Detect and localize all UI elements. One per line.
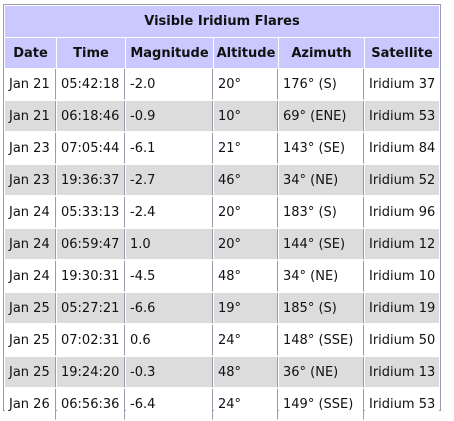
cell-date: Jan 23 — [5, 165, 56, 196]
cell-time: 19:30:31 — [57, 261, 125, 292]
cell-azimuth: 34° (NE) — [279, 165, 364, 196]
cell-date: Jan 24 — [5, 229, 56, 260]
cell-time: 05:33:13 — [57, 197, 125, 228]
column-header-date[interactable]: Date — [5, 38, 56, 68]
column-header-azimuth[interactable]: Azimuth — [279, 38, 364, 68]
cell-date: Jan 23 — [5, 133, 56, 164]
flares-table: Visible Iridium Flares Date Time Magnitu… — [4, 5, 440, 421]
cell-time: 06:56:36 — [57, 389, 125, 420]
cell-altitude: 19° — [214, 293, 278, 324]
cell-azimuth: 176° (S) — [279, 69, 364, 100]
cell-altitude: 46° — [214, 165, 278, 196]
cell-date: Jan 21 — [5, 69, 56, 100]
table-row: Jan 25 07:02:31 0.6 24° 148° (SSE) Iridium 50 — [5, 325, 439, 356]
cell-magnitude: -6.1 — [126, 133, 213, 164]
cell-altitude: 20° — [214, 69, 278, 100]
table-row: Jan 24 05:33:13 -2.4 20° 183° (S) Iridium 96 — [5, 197, 439, 228]
cell-date: Jan 24 — [5, 261, 56, 292]
table-title: Visible Iridium Flares — [5, 6, 439, 37]
cell-time: 19:24:20 — [57, 357, 125, 388]
cell-magnitude: -0.3 — [126, 357, 213, 388]
cell-azimuth: 185° (S) — [279, 293, 364, 324]
cell-date: Jan 25 — [5, 293, 56, 324]
cell-satellite: Iridium 19 — [365, 293, 439, 324]
cell-altitude: 48° — [214, 261, 278, 292]
cell-date: Jan 21 — [5, 101, 56, 132]
cell-time: 07:02:31 — [57, 325, 125, 356]
cell-azimuth: 34° (NE) — [279, 261, 364, 292]
cell-time: 05:42:18 — [57, 69, 125, 100]
column-header-altitude[interactable]: Altitude — [214, 38, 278, 68]
cell-satellite: Iridium 37 — [365, 69, 439, 100]
cell-satellite: Iridium 52 — [365, 165, 439, 196]
cell-altitude: 20° — [214, 197, 278, 228]
cell-altitude: 24° — [214, 325, 278, 356]
cell-satellite: Iridium 84 — [365, 133, 439, 164]
cell-magnitude: -2.0 — [126, 69, 213, 100]
cell-altitude: 10° — [214, 101, 278, 132]
cell-magnitude: -6.6 — [126, 293, 213, 324]
cell-altitude: 20° — [214, 229, 278, 260]
cell-magnitude: 0.6 — [126, 325, 213, 356]
cell-magnitude: -6.4 — [126, 389, 213, 420]
cell-azimuth: 36° (NE) — [279, 357, 364, 388]
cell-satellite: Iridium 96 — [365, 197, 439, 228]
cell-satellite: Iridium 13 — [365, 357, 439, 388]
table-row: Jan 25 19:24:20 -0.3 48° 36° (NE) Iridium 13 — [5, 357, 439, 388]
cell-time: 06:59:47 — [57, 229, 125, 260]
cell-magnitude: -2.7 — [126, 165, 213, 196]
cell-magnitude: -2.4 — [126, 197, 213, 228]
table-row: Jan 23 19:36:37 -2.7 46° 34° (NE) Iridium 52 — [5, 165, 439, 196]
cell-date: Jan 26 — [5, 389, 56, 420]
cell-date: Jan 24 — [5, 197, 56, 228]
cell-magnitude: -0.9 — [126, 101, 213, 132]
table-row: Jan 26 06:56:36 -6.4 24° 149° (SSE) Iridium 5… — [5, 389, 439, 420]
cell-satellite: Iridium 12 — [365, 229, 439, 260]
column-header-row: Date Time Magnitude Altitude Azimuth Sat… — [5, 38, 439, 68]
table-row: Jan 24 19:30:31 -4.5 48° 34° (NE) Iridium 10 — [5, 261, 439, 292]
cell-satellite: Iridium 10 — [365, 261, 439, 292]
table-row: Jan 25 05:27:21 -6.6 19° 185° (S) Iridium 19 — [5, 293, 439, 324]
table-row: Jan 23 07:05:44 -6.1 21° 143° (SE) Iridium 84 — [5, 133, 439, 164]
cell-azimuth: 143° (SE) — [279, 133, 364, 164]
cell-time: 19:36:37 — [57, 165, 125, 196]
cell-satellite: Iridium 50 — [365, 325, 439, 356]
cell-satellite: Iridium 53 — [365, 389, 439, 420]
table-row: Jan 21 06:18:46 -0.9 10° 69° (ENE) Iridium 53 — [5, 101, 439, 132]
cell-time: 07:05:44 — [57, 133, 125, 164]
cell-magnitude: 1.0 — [126, 229, 213, 260]
cell-satellite: Iridium 53 — [365, 101, 439, 132]
cell-time: 06:18:46 — [57, 101, 125, 132]
cell-azimuth: 149° (SSE) — [279, 389, 364, 420]
column-header-satellite[interactable]: Satellite — [365, 38, 439, 68]
iridium-flares-panel: Visible Iridium Flares Date Time Magnitu… — [3, 4, 441, 420]
cell-time: 05:27:21 — [57, 293, 125, 324]
cell-azimuth: 69° (ENE) — [279, 101, 364, 132]
cell-date: Jan 25 — [5, 325, 56, 356]
cell-azimuth: 183° (S) — [279, 197, 364, 228]
cell-azimuth: 148° (SSE) — [279, 325, 364, 356]
table-row: Jan 21 05:42:18 -2.0 20° 176° (S) Iridium 37 — [5, 69, 439, 100]
cell-altitude: 24° — [214, 389, 278, 420]
cell-altitude: 21° — [214, 133, 278, 164]
cell-date: Jan 25 — [5, 357, 56, 388]
table-row: Jan 24 06:59:47 1.0 20° 144° (SE) Iridium 12 — [5, 229, 439, 260]
cell-altitude: 48° — [214, 357, 278, 388]
column-header-magnitude[interactable]: Magnitude — [126, 38, 213, 68]
cell-azimuth: 144° (SE) — [279, 229, 364, 260]
cell-magnitude: -4.5 — [126, 261, 213, 292]
column-header-time[interactable]: Time — [57, 38, 125, 68]
